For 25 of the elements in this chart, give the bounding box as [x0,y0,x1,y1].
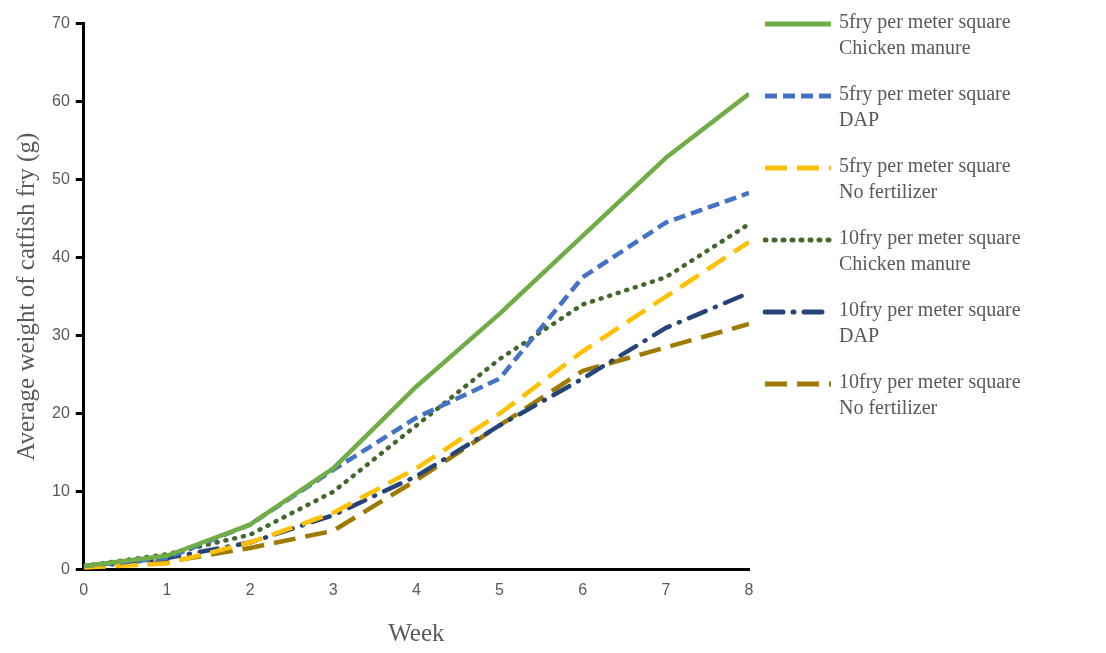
legend-label: 5fry per meter square No fertilizer [839,153,1012,204]
x-tick-label: 4 [411,580,421,598]
y-tick-label: 20 [52,404,70,422]
legend-label: 5fry per meter square Chicken manure [839,9,1012,60]
legend-label: 10fry per meter square No fertilizer [839,369,1022,420]
x-tick-label: 8 [744,580,754,598]
y-tick-label: 0 [60,560,70,578]
x-tick-label: 2 [245,580,255,598]
x-tick-label: 6 [578,580,588,598]
x-tick-label: 3 [328,580,338,598]
legend-label: 5fry per meter square DAP [839,81,1012,132]
x-tick-label: 0 [79,580,89,598]
x-tick-label: 7 [661,580,671,598]
y-tick-label: 30 [52,326,70,344]
legend-label: 10fry per meter square Chicken manure [839,225,1022,276]
y-tick-label: 50 [52,170,70,188]
x-axis-title: Week [388,618,446,646]
y-tick-label: 70 [52,14,70,32]
y-axis-title: Average weight of catfish fry (g) [11,132,40,461]
y-tick-label: 40 [52,248,70,266]
y-tick-label: 10 [52,482,70,500]
legend-label: 10fry per meter square DAP [839,297,1022,348]
y-tick-label: 60 [52,92,70,110]
x-tick-label: 1 [162,580,172,598]
x-tick-label: 5 [495,580,505,598]
